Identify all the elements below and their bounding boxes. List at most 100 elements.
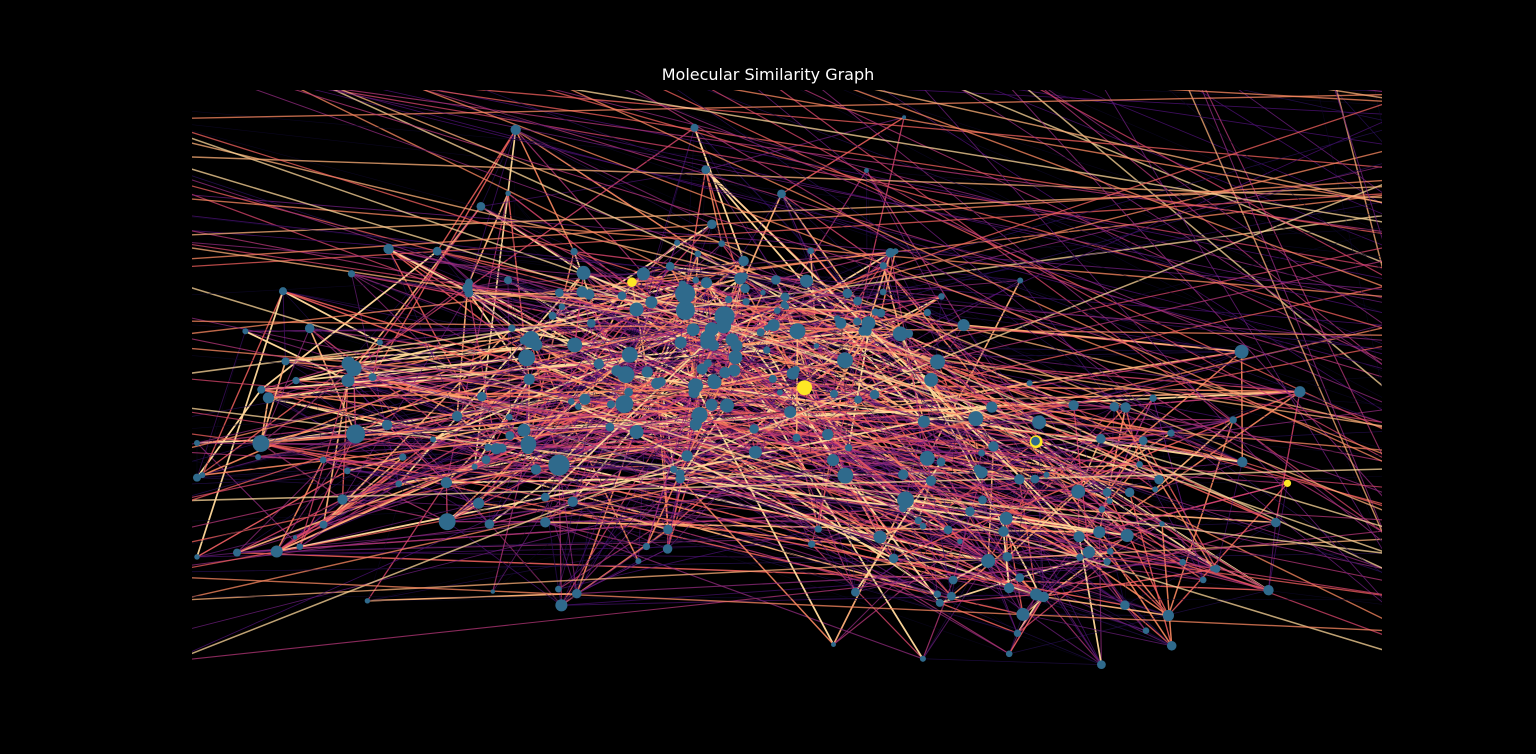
graph-edge xyxy=(1106,440,1144,493)
graph-node xyxy=(902,115,907,120)
graph-edge xyxy=(196,368,354,444)
graph-edge xyxy=(866,170,876,313)
graph-node xyxy=(1106,497,1113,505)
graph-edge xyxy=(1268,483,1288,591)
graph-node xyxy=(555,599,568,612)
graph-node xyxy=(558,303,566,311)
graph-edge xyxy=(1106,463,1140,493)
graph-node xyxy=(477,391,487,402)
graph-edge xyxy=(202,331,246,476)
graph-edge xyxy=(536,323,592,346)
graph-edge xyxy=(679,478,835,646)
graph-node xyxy=(343,467,351,475)
graph-edge xyxy=(192,260,1382,528)
graph-edge xyxy=(192,230,1382,545)
graph-node xyxy=(773,307,781,315)
graph-node xyxy=(662,544,673,554)
graph-node xyxy=(576,265,591,280)
graph-edge xyxy=(963,324,1242,353)
graph-edge xyxy=(796,437,928,459)
graph-edge xyxy=(643,242,678,275)
graph-edge xyxy=(1088,551,1126,606)
graph-node xyxy=(572,588,582,599)
graph-node xyxy=(1237,456,1248,468)
graph-node xyxy=(1162,609,1175,622)
graph-edge xyxy=(1044,90,1382,365)
graph-node xyxy=(554,288,564,298)
graph-node xyxy=(1032,415,1047,430)
graph-edge xyxy=(192,142,1382,428)
graph-edge xyxy=(713,344,1242,353)
graph-edge xyxy=(1050,90,1382,233)
graph-node xyxy=(760,289,766,296)
graph-edge xyxy=(192,355,1382,456)
graph-edge xyxy=(803,90,1382,361)
graph-edge xyxy=(576,560,639,594)
graph-edge xyxy=(1139,464,1204,581)
graph-edge xyxy=(1008,596,1045,655)
graph-edge xyxy=(574,344,625,405)
graph-node xyxy=(192,473,202,482)
graph-edge xyxy=(1242,90,1382,121)
graph-node xyxy=(829,389,839,398)
graph-edge xyxy=(347,456,403,472)
graph-node xyxy=(579,393,591,405)
graph-edge xyxy=(844,475,856,593)
graph-edge xyxy=(1240,351,1244,463)
graph-edge xyxy=(192,194,1382,335)
graph-edge xyxy=(367,529,668,602)
graph-node xyxy=(685,304,695,313)
graph-node xyxy=(767,319,780,332)
graph-edge xyxy=(260,367,354,444)
graph-edge xyxy=(680,342,736,358)
graph-edge xyxy=(711,90,1382,458)
graph-edge xyxy=(574,272,585,346)
graph-node xyxy=(471,463,478,470)
graph-node xyxy=(345,360,362,377)
graph-node xyxy=(1076,553,1084,561)
graph-node xyxy=(943,525,953,535)
graph-node xyxy=(530,338,543,351)
graph-node xyxy=(688,386,700,399)
graph-node xyxy=(707,339,720,351)
graph-edge xyxy=(724,372,1008,558)
highlighted-node xyxy=(1283,479,1292,487)
graph-node xyxy=(519,336,528,345)
graph-edge xyxy=(192,242,1382,341)
graph-node xyxy=(593,358,604,370)
graph-edge xyxy=(192,230,1382,462)
graph-edge xyxy=(192,121,1382,652)
graph-edge xyxy=(295,356,527,382)
graph-edge xyxy=(636,411,791,433)
graph-edge xyxy=(332,90,1382,569)
graph-edge xyxy=(879,519,919,538)
graph-edge xyxy=(192,110,1382,217)
graph-node xyxy=(691,412,699,420)
graph-node xyxy=(826,454,840,467)
graph-node xyxy=(957,538,963,545)
graph-node xyxy=(728,350,743,365)
graph-node xyxy=(505,431,515,440)
graph-node xyxy=(383,243,394,255)
graph-node xyxy=(530,464,542,475)
graph-edge xyxy=(342,292,470,500)
graph-edge xyxy=(276,447,529,552)
graph-node xyxy=(503,276,513,285)
graph-node xyxy=(1166,641,1177,651)
graph-node xyxy=(319,456,327,464)
graph-node xyxy=(1031,436,1040,446)
graph-node xyxy=(1120,529,1134,542)
graph-node xyxy=(780,292,790,302)
highlighted-node xyxy=(797,380,812,396)
graph-node xyxy=(768,374,777,383)
node-layer xyxy=(192,115,1306,669)
graph-edge xyxy=(882,265,910,334)
graph-node xyxy=(807,247,814,255)
graph-node xyxy=(399,453,407,461)
graph-edge xyxy=(192,163,1382,497)
graph-edge xyxy=(347,380,529,448)
graph-node xyxy=(999,511,1013,525)
graph-node xyxy=(728,364,741,377)
graph-node xyxy=(696,363,708,375)
graph-edge xyxy=(760,331,1037,596)
